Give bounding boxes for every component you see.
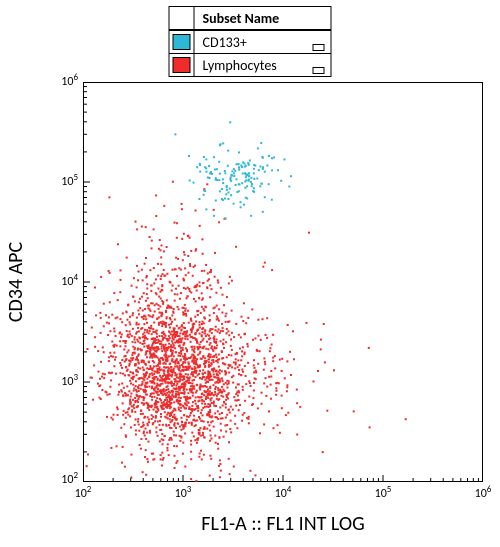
x-tick-5: 105 — [363, 488, 403, 500]
legend-header-swatch-cell — [170, 7, 195, 29]
y-axis-label: CD34 APC — [6, 82, 26, 482]
legend-swatch-0 — [173, 34, 191, 50]
legend-label-cell-0: CD133+ — [195, 31, 331, 53]
y-tick-4: 104 — [36, 276, 78, 288]
legend-label-cell-1: Lymphocytes — [195, 54, 331, 76]
y-tick-2: 102 — [36, 474, 78, 486]
legend-swatch-1 — [173, 57, 191, 73]
legend-label-0: CD133+ — [203, 34, 247, 51]
y-tick-3: 103 — [36, 376, 78, 388]
y-tick-5: 105 — [36, 176, 78, 188]
legend-label-1: Lymphocytes — [203, 57, 277, 74]
x-tick-4: 104 — [263, 488, 303, 500]
legend-swatch-cell-1 — [170, 54, 195, 76]
legend-header-label: Subset Name — [195, 7, 331, 29]
x-tick-3: 103 — [163, 488, 203, 500]
legend-header-text: Subset Name — [203, 10, 280, 27]
y-axis-label-text: CD34 APC — [4, 242, 28, 322]
legend-tiny-box-1 — [313, 67, 325, 74]
x-tick-2: 102 — [63, 488, 103, 500]
x-tick-6: 106 — [463, 488, 500, 500]
legend-swatch-cell-0 — [170, 31, 195, 53]
legend-tiny-box-0 — [313, 44, 325, 51]
x-axis-label-text: FL1-A :: FL1 INT LOG — [201, 512, 364, 536]
legend: Subset Name CD133+ Lymphocytes — [169, 6, 332, 77]
y-tick-6: 106 — [36, 76, 78, 88]
legend-item-1: Lymphocytes — [170, 53, 331, 76]
legend-item-0: CD133+ — [170, 30, 331, 53]
legend-header-row: Subset Name — [170, 7, 331, 30]
x-axis-label: FL1-A :: FL1 INT LOG — [83, 512, 483, 536]
plot-svg — [83, 82, 483, 482]
scatter-chart: CD34 APC 106 105 104 103 102 102 103 104… — [28, 82, 488, 542]
